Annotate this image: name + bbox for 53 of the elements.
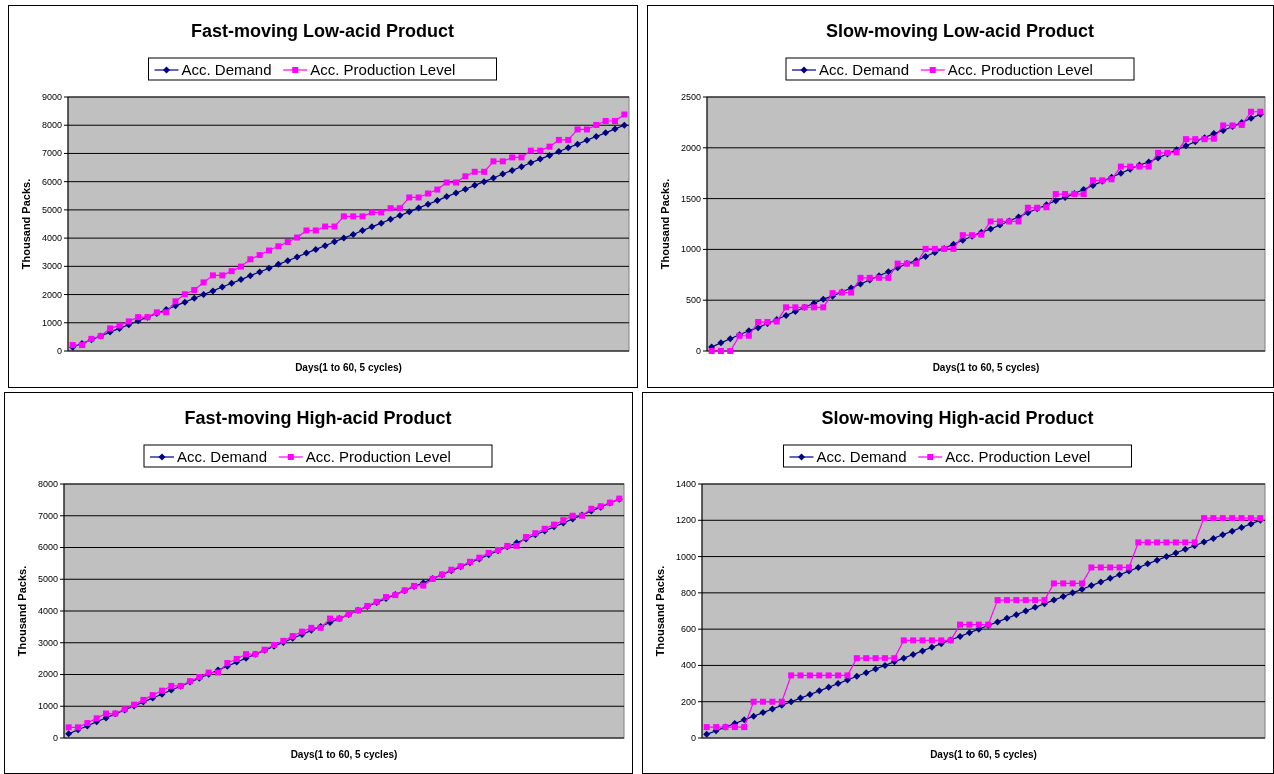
y-tick-label: 4000 <box>41 233 62 244</box>
legend-label: Acc. Demand <box>819 61 910 79</box>
legend-label: Acc. Production Level <box>945 448 1091 466</box>
y-tick-label: 1000 <box>41 317 62 328</box>
chart-title: Fast-moving High-acid Product <box>184 408 452 428</box>
y-tick-label: 6000 <box>37 542 58 553</box>
y-tick-label: 0 <box>695 345 701 356</box>
y-tick-label: 1400 <box>675 478 696 489</box>
y-tick-label: 7000 <box>37 510 58 521</box>
y-tick-label: 7000 <box>41 148 62 159</box>
y-tick-label: 1000 <box>680 244 701 255</box>
legend-label: Acc. Production Level <box>947 61 1093 79</box>
y-tick-label: 1500 <box>680 193 701 204</box>
y-tick-label: 1000 <box>675 551 696 562</box>
legend-label: Acc. Demand <box>177 448 268 466</box>
legend-label: Acc. Production Level <box>305 448 451 466</box>
x-axis-title: Days(1 to 60, 5 cycles) <box>295 362 402 373</box>
y-tick-label: 6000 <box>41 176 62 187</box>
y-tick-label: 0 <box>56 345 62 356</box>
legend-label: Acc. Demand <box>181 61 272 79</box>
y-tick-label: 5000 <box>37 574 58 585</box>
y-tick-label: 4000 <box>37 605 58 616</box>
legend-label: Acc. Production Level <box>310 61 456 79</box>
y-tick-label: 2000 <box>37 669 58 680</box>
y-axis-title: Thousand Packs. <box>20 178 32 270</box>
y-tick-label: 3000 <box>41 261 62 272</box>
y-tick-label: 200 <box>680 696 696 707</box>
y-tick-label: 400 <box>680 660 696 671</box>
y-tick-label: 8000 <box>37 478 58 489</box>
x-axis-title: Days(1 to 60, 5 cycles) <box>930 749 1037 760</box>
y-tick-label: 1000 <box>37 701 58 712</box>
y-tick-label: 800 <box>680 587 696 598</box>
y-tick-label: 2000 <box>41 289 62 300</box>
y-axis-title: Thousand Packs. <box>654 565 666 657</box>
chart-title: Slow-moving High-acid Product <box>821 408 1094 428</box>
y-tick-label: 9000 <box>41 91 62 102</box>
y-tick-label: 600 <box>680 624 696 635</box>
chart-title: Fast-moving Low-acid Product <box>190 21 455 41</box>
x-axis-title: Days(1 to 60, 5 cycles) <box>932 362 1040 373</box>
y-axis-title: Thousand Packs. <box>16 565 28 657</box>
y-tick-label: 8000 <box>41 120 62 131</box>
y-tick-label: 1200 <box>675 515 696 526</box>
chart-title: Slow-moving Low-acid Product <box>825 21 1095 41</box>
y-tick-label: 5000 <box>41 204 62 215</box>
x-axis-title: Days(1 to 60, 5 cycles) <box>290 749 398 760</box>
y-tick-label: 3000 <box>37 637 58 648</box>
y-tick-label: 0 <box>52 732 58 743</box>
y-axis-title: Thousand Packs. <box>659 178 671 270</box>
legend-label: Acc. Demand <box>816 448 907 466</box>
y-tick-label: 500 <box>685 295 701 306</box>
y-tick-label: 2000 <box>680 142 701 153</box>
y-tick-label: 0 <box>690 732 696 743</box>
y-tick-label: 2500 <box>680 91 701 102</box>
